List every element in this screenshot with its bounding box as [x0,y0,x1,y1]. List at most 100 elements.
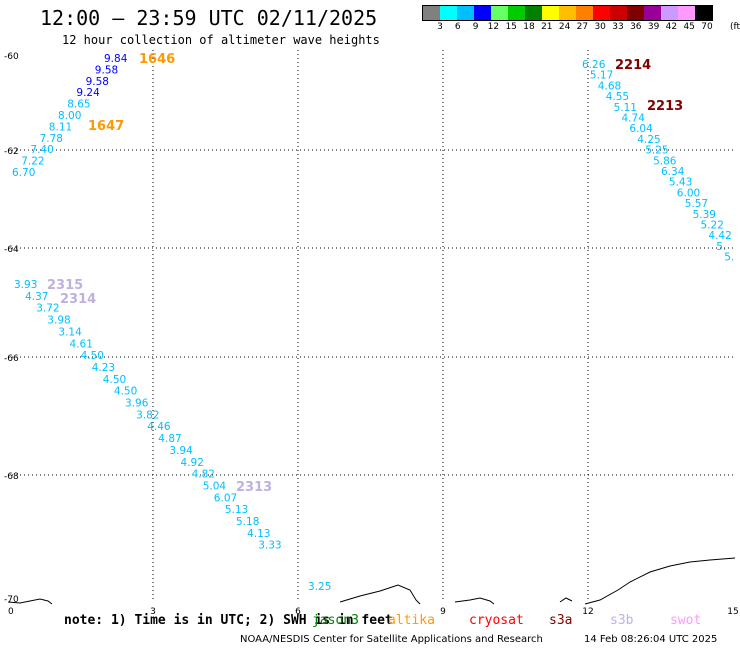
wave-height-value: 4.82 [192,469,215,481]
legend-label: 70 [701,22,713,32]
wave-height-value: 6.70 [12,167,35,179]
legend-swatch [661,6,678,20]
wave-height-value: 4.42 [708,230,731,242]
wave-height-value: 5.43 [669,177,692,189]
legend-swatch [593,6,610,20]
legend-label: 42 [665,22,678,32]
wave-height-value: 4.13 [247,528,270,540]
legend-label: 36 [630,22,642,32]
credit-text: NOAA/NESDIS Center for Satellite Applica… [240,634,543,645]
legend-swatch [610,6,627,20]
wave-height-value: 3.96 [125,398,149,410]
wave-height-value: 5.17 [590,70,613,82]
wave-height-value: 4.25 [637,134,660,146]
page-subtitle: 12 hour collection of altimeter wave hei… [62,33,380,47]
legend-swatch [525,6,542,20]
wave-height-value: 6.07 [214,492,237,504]
legend-swatches [422,5,713,21]
legend-swatch [474,6,491,20]
legend-label: 24 [558,22,571,32]
wave-height-value: 5. [716,241,726,253]
wave-height-value: 3.82 [136,409,159,421]
wave-height-value: 5. [724,252,734,264]
wave-tracks: 9.849.589.589.248.658.008.117.787.407.22… [12,53,734,593]
coastline-left [7,598,53,605]
wave-height-value: 8.65 [67,99,90,111]
legend-label: 9 [472,22,479,32]
satellite-name: s3a [549,613,573,628]
wave-height-value: 5.04 [203,480,227,492]
satellite-name: jason3 [312,613,359,628]
wave-height-value: 4.61 [70,338,93,350]
coastline-island [339,584,421,605]
x-tick-label: 3 [150,607,156,617]
x-tick-label: 0 [8,607,14,617]
wave-height-value: 9.58 [86,76,109,88]
legend-swatch [627,6,644,20]
satellite-name: cryosat [469,613,524,628]
legend-label: 39 [647,22,660,32]
wave-height-value: 4.68 [598,80,621,92]
pass-time-label: 1647 [88,119,124,134]
wave-height-value: 5.13 [225,504,248,516]
y-tick-label: -60 [4,52,19,62]
wave-height-value: 3.94 [169,445,193,457]
wave-height-value: 3.72 [36,303,59,315]
satellite-name: s3b [610,613,634,628]
wave-height-value: 6.26 [582,59,606,71]
wave-height-value: 6.04 [629,123,653,135]
legend-unit: (ft) [730,22,740,32]
legend-swatch [457,6,474,20]
coastline-small [559,597,573,603]
wave-height-value: 9.58 [95,64,118,76]
wave-height-value: 5.18 [236,516,259,528]
wave-height-value: 4.46 [147,421,171,433]
legend-label: 6 [454,22,461,32]
wave-height-value: 5.86 [653,155,677,167]
wave-height-value: 3.93 [14,279,37,291]
wave-height-value: 4.74 [622,113,646,125]
wave-height-value: 4.50 [81,350,104,362]
wave-height-value: 9.84 [104,53,128,65]
axis-labels: 0 3 6 9 12 15 -60 -62 -64 -66 -68 -70 [4,52,739,617]
legend-swatch [695,6,712,20]
legend-label: 18 [523,22,535,32]
wave-height-value: 8.11 [49,121,72,133]
y-tick-label: -62 [4,147,19,157]
satellite-name: altika [388,613,435,628]
wave-height-value: 4.55 [606,91,629,103]
pass-time-label: 2313 [236,480,272,495]
wave-height-value: 4.92 [181,457,204,469]
y-tick-label: -64 [4,245,19,255]
wave-height-value: 5.39 [693,209,716,221]
wave-height-value: 4.23 [92,362,115,374]
legend-label: 21 [541,22,553,32]
wave-height-value: 5.25 [645,145,668,157]
legend-swatch [440,6,457,20]
wave-height-value: 4.50 [114,386,137,398]
wave-height-value: 3.98 [47,315,70,327]
coastline-mid [454,597,495,605]
coastline [7,557,736,605]
y-tick-label: -70 [4,595,19,605]
wave-height-value: 5.57 [685,198,708,210]
wave-height-value: 6.34 [661,166,685,178]
satellite-name: swot [670,613,702,628]
generated-timestamp: 14 Feb 08:26:04 UTC 2025 [584,634,718,645]
wave-height-value: 9.24 [76,87,100,99]
page-title: 12:00 – 23:59 UTC 02/11/2025 [40,6,378,30]
legend-label: 12 [487,22,500,32]
wave-height-value: 7.22 [21,156,44,168]
wave-height-value: 3.33 [258,540,281,552]
wave-height-value: 5.11 [614,102,637,114]
wave-height-value: 5.22 [701,220,724,232]
legend-swatch [678,6,695,20]
y-tick-label: -66 [4,354,19,364]
legend-label: 27 [576,22,589,32]
legend-swatch [423,6,440,20]
pass-time-label: 2213 [647,99,683,114]
pass-time-label: 1646 [139,52,175,67]
legend-swatch [508,6,525,20]
